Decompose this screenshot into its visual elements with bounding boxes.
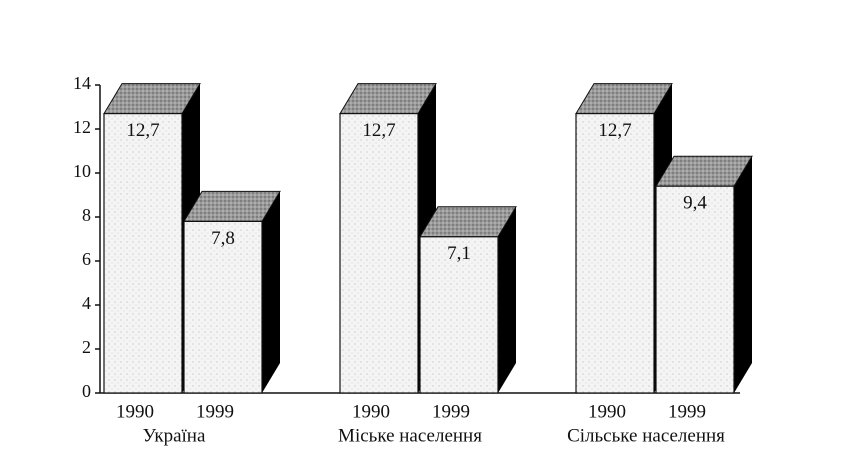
- bar-side: [498, 206, 516, 393]
- value-label: 9,4: [683, 193, 707, 214]
- x-sub-label: 1999: [196, 401, 234, 422]
- value-label: 7,8: [211, 228, 235, 249]
- value-label: 12,7: [126, 120, 159, 141]
- y-tick-label: 0: [82, 381, 91, 401]
- y-tick-label: 12: [73, 117, 91, 137]
- x-tick-label: Україна: [143, 425, 206, 446]
- bar: [183, 220, 263, 394]
- y-tick-label: 4: [82, 293, 91, 313]
- x-tick-label: Міське населення: [338, 425, 482, 446]
- bar-side: [734, 156, 752, 393]
- bar: [655, 185, 735, 394]
- bar: [339, 112, 419, 394]
- value-label: 7,1: [447, 243, 471, 264]
- y-tick-label: 10: [73, 161, 91, 181]
- value-label: 12,7: [598, 120, 631, 141]
- y-tick-label: 8: [82, 205, 91, 225]
- value-label: 12,7: [362, 120, 395, 141]
- y-tick-label: 6: [82, 249, 91, 269]
- y-tick-label: 14: [73, 73, 91, 93]
- x-sub-label: 1999: [432, 401, 470, 422]
- bar-side: [262, 191, 280, 393]
- y-tick-label: 2: [82, 337, 91, 357]
- x-sub-label: 1999: [668, 401, 706, 422]
- bar: [575, 112, 655, 394]
- bar: [419, 236, 499, 394]
- x-tick-label: Сільське населення: [567, 425, 725, 446]
- bar: [103, 112, 183, 394]
- x-sub-label: 1990: [352, 401, 390, 422]
- x-sub-label: 1990: [116, 401, 154, 422]
- x-sub-label: 1990: [588, 401, 626, 422]
